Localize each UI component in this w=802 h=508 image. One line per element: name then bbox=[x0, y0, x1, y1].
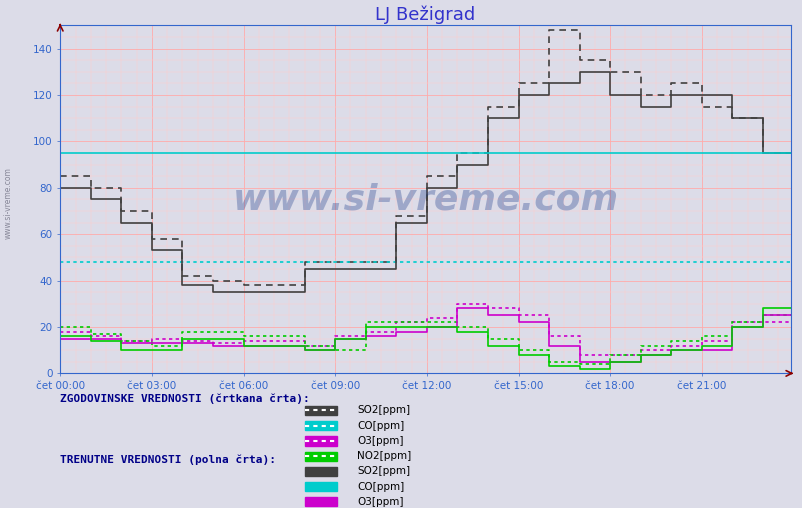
Text: www.si-vreme.com: www.si-vreme.com bbox=[3, 167, 13, 239]
Text: TRENUTNE VREDNOSTI (polna črta):: TRENUTNE VREDNOSTI (polna črta): bbox=[60, 455, 276, 465]
Text: O3[ppm]: O3[ppm] bbox=[357, 436, 403, 446]
Text: SO2[ppm]: SO2[ppm] bbox=[357, 466, 410, 477]
Title: LJ Bežigrad: LJ Bežigrad bbox=[375, 6, 475, 24]
Text: ZGODOVINSKE VREDNOSTI (črtkana črta):: ZGODOVINSKE VREDNOSTI (črtkana črta): bbox=[60, 394, 310, 404]
Text: NO2[ppm]: NO2[ppm] bbox=[357, 451, 411, 461]
Text: CO[ppm]: CO[ppm] bbox=[357, 421, 404, 431]
Text: SO2[ppm]: SO2[ppm] bbox=[357, 405, 410, 416]
Text: O3[ppm]: O3[ppm] bbox=[357, 497, 403, 507]
Text: CO[ppm]: CO[ppm] bbox=[357, 482, 404, 492]
Text: www.si-vreme.com: www.si-vreme.com bbox=[233, 182, 618, 216]
